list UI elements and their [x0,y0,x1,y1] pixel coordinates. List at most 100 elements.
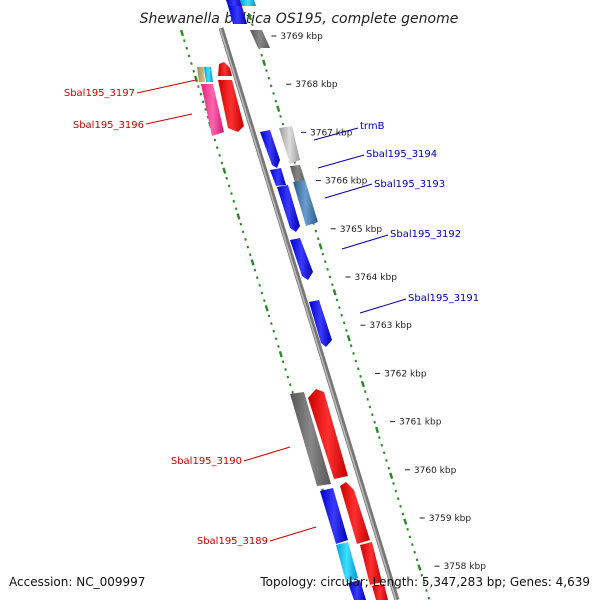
scale-labels: 3769 kbp 3768 kbp 3767 kbp 3766 kbp 3765 kbp… [271,32,486,572]
track-tick [345,329,348,332]
track-tick [340,313,344,317]
gene-label-trmb[interactable]: trmB [360,121,385,132]
track-tick [286,375,290,379]
track-tick [394,489,398,493]
track-tick [399,504,402,508]
track-tick [411,543,414,546]
track-tick [342,321,346,325]
gene-label-sbal195-3191[interactable]: Sbal195_3191 [408,293,479,304]
track-tick [246,245,250,249]
track-tick [356,367,360,371]
track-tick [354,359,358,363]
track-tick [267,76,271,80]
gene-arrow-sbal195-3196 [201,84,224,136]
gene-label-sbal195-3194[interactable]: Sbal195_3194 [366,149,437,160]
track-tick [234,207,238,211]
gene-label-sbal195-3192[interactable]: Sbal195_3192 [390,229,461,240]
track-tick [215,146,219,150]
scale-label: 3768 kbp [295,80,338,90]
track-tick [187,54,191,58]
track-tick [267,314,271,318]
gene-arrow [226,0,242,6]
track-tick [318,243,323,250]
track-tick [420,573,424,577]
track-tick [281,122,285,126]
gene-label-sbal195-3196[interactable]: Sbal195_3196 [73,120,144,131]
track-tick [222,167,227,174]
gene-arrow [250,30,270,48]
track-tick [263,299,266,303]
track-tick [352,352,355,355]
track-tick [422,581,426,585]
genome-backbone-highlight [219,27,397,600]
right-tick-track [247,13,431,600]
track-tick [236,213,241,220]
track-tick [425,589,428,592]
gene-label-sbal195-3189[interactable]: Sbal195_3189 [197,536,268,547]
track-tick [260,291,264,295]
track-tick [232,199,236,203]
track-tick [278,350,283,358]
scale-label: 3769 kbp [280,32,323,42]
gene-arrow-sbal195-3190 [290,392,331,486]
track-tick [255,276,259,280]
track-tick [331,283,334,287]
topology-text: Topology: circular; Length: 5,347,283 bp… [259,575,590,589]
track-tick [253,268,257,272]
track-tick [403,518,408,525]
track-tick [277,345,280,348]
track-tick [258,283,261,287]
track-tick [272,329,276,333]
track-tick [250,259,255,266]
scale-label: 3759 kbp [429,514,472,524]
gene-arrow-sbal195-3191 [309,300,332,347]
track-tick [378,436,381,440]
track-tick [248,253,252,257]
scale-label: 3760 kbp [414,466,457,476]
track-tick [385,459,388,462]
track-tick [274,337,278,341]
track-tick [346,334,351,342]
track-tick [251,23,254,27]
gene-label-sbal195-3197[interactable]: Sbal195_3197 [64,88,135,99]
track-tick [314,229,318,233]
feature-group-top [197,0,270,136]
track-tick [392,482,395,485]
track-tick [396,497,400,501]
gene-arrow-trmb [279,126,300,164]
scale-label: 3764 kbp [355,273,398,283]
gene-arrow-sbal195-3197 [218,62,232,76]
track-tick [230,192,233,195]
scale-label: 3762 kbp [384,369,427,379]
track-tick [401,512,405,516]
accession-text: Accession: NC_009997 [9,575,145,589]
gene-arrow [348,580,366,600]
track-tick [338,306,341,310]
scale-label: 3761 kbp [399,418,442,428]
track-tick [206,115,210,119]
scale-label: 3766 kbp [325,177,368,187]
gene-arrow [204,67,213,82]
track-tick [239,222,243,226]
gene-label-sbal195-3193[interactable]: Sbal195_3193 [374,179,445,190]
track-tick [264,305,269,312]
map-title: Shewanella baltica OS195, complete genom… [140,11,459,27]
gene-label-sbal195-3190[interactable]: Sbal195_3190 [171,456,242,467]
track-tick [323,260,327,264]
track-tick [274,99,278,103]
track-tick [279,114,282,118]
track-tick [413,550,416,554]
gene-arrow [340,482,370,544]
track-tick [349,344,353,348]
track-tick [269,84,273,88]
gene-arrow [197,67,205,82]
gene-arrow [260,130,280,168]
track-tick [190,62,193,65]
track-tick [284,368,287,371]
track-tick [270,322,273,326]
gene-arrow [308,389,348,479]
track-tick [265,69,268,72]
track-tick [415,558,419,562]
